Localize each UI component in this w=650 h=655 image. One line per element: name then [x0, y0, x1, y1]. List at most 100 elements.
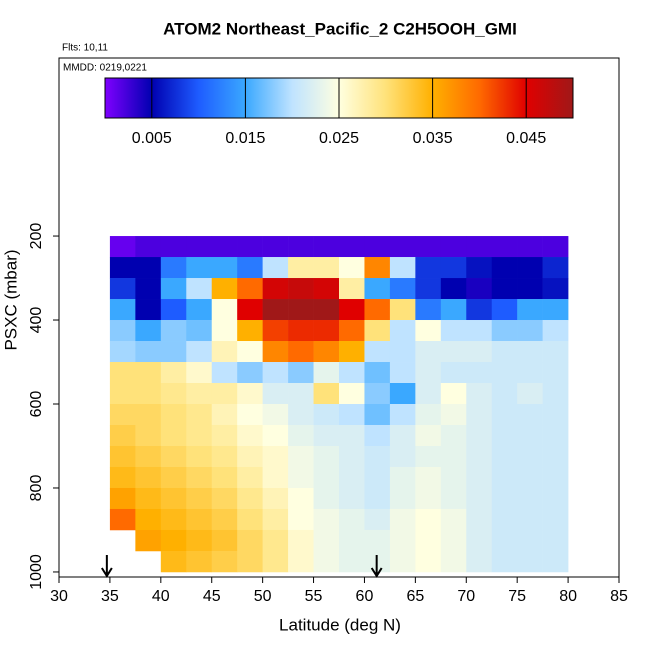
heat-cell: [415, 529, 442, 552]
heat-cell: [135, 341, 162, 363]
heat-cell: [160, 320, 187, 342]
heat-cell: [186, 404, 213, 426]
heat-cell: [491, 508, 518, 531]
heat-cell: [237, 529, 263, 552]
heat-cell: [288, 383, 314, 405]
y-tick-label: 200: [28, 223, 45, 250]
heat-cell: [211, 236, 238, 258]
heat-cell: [211, 257, 238, 279]
heat-cell: [415, 299, 442, 321]
heat-cell: [517, 278, 543, 300]
heat-cell: [440, 424, 467, 447]
heat-cell: [288, 362, 314, 384]
heat-cell: [466, 341, 493, 363]
x-tick-label: 50: [254, 588, 272, 605]
heat-cell: [109, 320, 136, 342]
heat-cell: [440, 383, 467, 405]
heat-cell: [415, 508, 442, 531]
heat-cell: [135, 278, 162, 300]
heat-cell: [415, 445, 442, 468]
heat-cell: [466, 529, 493, 552]
heat-cell: [288, 278, 314, 300]
heat-cell: [542, 299, 569, 321]
heat-cell: [160, 341, 187, 363]
heat-cell: [288, 508, 314, 531]
y-tick-label: 400: [28, 307, 45, 334]
heat-cell: [186, 236, 213, 258]
heat-cell: [542, 550, 569, 573]
heat-cell: [339, 257, 365, 279]
heat-cell: [389, 508, 416, 531]
heat-cell: [313, 236, 340, 258]
heat-cell: [313, 362, 340, 384]
heat-cell: [237, 257, 263, 279]
heat-cell: [288, 341, 314, 363]
heat-cell: [440, 529, 467, 552]
heat-cell: [542, 341, 569, 363]
heat-cell: [542, 487, 569, 510]
y-tick-label: 1000: [28, 554, 45, 590]
heat-cell: [339, 487, 365, 510]
heat-cell: [440, 257, 467, 279]
heat-cell: [237, 404, 263, 426]
heat-cell: [313, 529, 340, 552]
heat-cell: [237, 341, 263, 363]
heat-cell: [491, 236, 518, 258]
heat-cell: [186, 299, 213, 321]
heat-cell: [466, 299, 493, 321]
heat-cell: [339, 236, 365, 258]
heat-cell: [466, 383, 493, 405]
heat-cell: [389, 424, 416, 447]
x-tick-label: 85: [610, 588, 628, 605]
heat-cell: [389, 466, 416, 489]
subtitle: Flts: 10,11: [62, 43, 108, 54]
heat-cell: [517, 424, 543, 447]
heat-cell: [415, 257, 442, 279]
heat-cell: [389, 278, 416, 300]
heat-cell: [237, 299, 263, 321]
heat-cell: [339, 424, 365, 447]
heat-cell: [237, 487, 263, 510]
heat-cell: [364, 529, 391, 552]
heat-cell: [389, 236, 416, 258]
heat-cell: [109, 445, 136, 468]
heat-cell: [415, 341, 442, 363]
heat-cell: [313, 257, 340, 279]
heat-cell: [466, 257, 493, 279]
heat-cell: [517, 383, 543, 405]
heat-cell: [262, 445, 289, 468]
heat-cell: [313, 320, 340, 342]
heat-cell: [466, 278, 493, 300]
heat-cell: [313, 278, 340, 300]
heat-cell: [415, 320, 442, 342]
heat-cell: [466, 362, 493, 384]
heat-cell: [389, 362, 416, 384]
heat-cell: [389, 404, 416, 426]
heat-cell: [517, 508, 543, 531]
heat-cell: [211, 424, 238, 447]
heat-cell: [415, 424, 442, 447]
heat-cell: [440, 278, 467, 300]
heat-cell: [109, 278, 136, 300]
heat-cell: [160, 404, 187, 426]
heat-cell: [415, 487, 442, 510]
colorbar-tick-label: 0.045: [506, 130, 546, 147]
heat-cell: [288, 529, 314, 552]
heat-cell: [288, 487, 314, 510]
heat-cell: [237, 445, 263, 468]
heat-cell: [491, 550, 518, 573]
heat-cell: [440, 550, 467, 573]
heat-cell: [415, 404, 442, 426]
heat-cell: [466, 550, 493, 573]
heat-cell: [389, 383, 416, 405]
heat-cell: [542, 445, 569, 468]
heat-cell: [109, 236, 136, 258]
heat-cell: [135, 508, 162, 531]
heat-cell: [109, 466, 136, 489]
heat-cell: [415, 466, 442, 489]
heat-cell: [313, 299, 340, 321]
x-axis-label: Latitude (deg N): [279, 615, 401, 634]
heat-cell: [211, 529, 238, 552]
heat-cell: [109, 424, 136, 447]
